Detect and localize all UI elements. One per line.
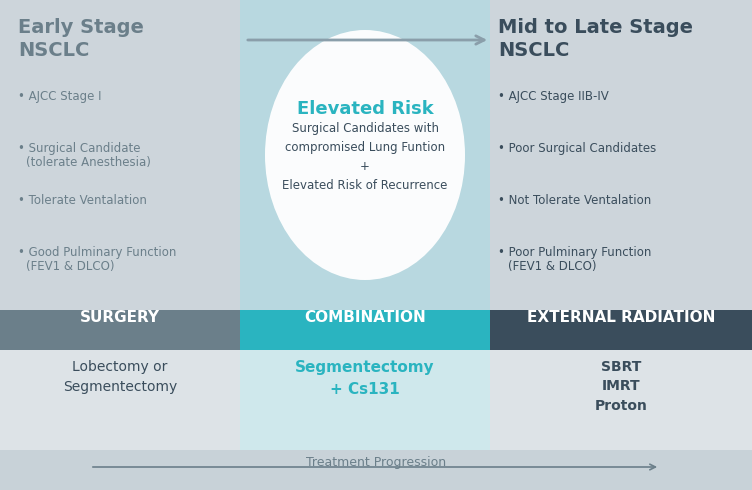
FancyBboxPatch shape bbox=[0, 310, 240, 350]
Text: • Good Pulminary Function: • Good Pulminary Function bbox=[18, 246, 177, 259]
FancyBboxPatch shape bbox=[0, 450, 752, 490]
Text: • AJCC Stage IIB-IV: • AJCC Stage IIB-IV bbox=[498, 90, 609, 103]
Text: SURGERY: SURGERY bbox=[80, 310, 160, 325]
Text: • Poor Pulminary Function: • Poor Pulminary Function bbox=[498, 246, 651, 259]
Text: Surgical Candidates with
compromised Lung Funtion
+
Elevated Risk of Recurrence: Surgical Candidates with compromised Lun… bbox=[282, 122, 447, 192]
Text: • Poor Surgical Candidates: • Poor Surgical Candidates bbox=[498, 142, 656, 155]
FancyBboxPatch shape bbox=[490, 350, 752, 450]
FancyBboxPatch shape bbox=[0, 350, 240, 450]
Text: Segmentectomy
+ Cs131: Segmentectomy + Cs131 bbox=[296, 360, 435, 397]
Ellipse shape bbox=[265, 30, 465, 280]
FancyBboxPatch shape bbox=[240, 0, 490, 310]
Text: • Surgical Candidate: • Surgical Candidate bbox=[18, 142, 141, 155]
Text: (FEV1 & DLCO): (FEV1 & DLCO) bbox=[26, 260, 114, 273]
FancyBboxPatch shape bbox=[240, 350, 490, 450]
Text: • Tolerate Ventalation: • Tolerate Ventalation bbox=[18, 194, 147, 207]
Text: SBRT
IMRT
Proton: SBRT IMRT Proton bbox=[595, 360, 647, 413]
FancyBboxPatch shape bbox=[240, 310, 490, 350]
Text: EXTERNAL RADIATION: EXTERNAL RADIATION bbox=[527, 310, 715, 325]
FancyBboxPatch shape bbox=[490, 310, 752, 350]
Text: Elevated Risk: Elevated Risk bbox=[296, 100, 433, 118]
Text: COMBINATION: COMBINATION bbox=[304, 310, 426, 325]
Text: Mid to Late Stage
NSCLC: Mid to Late Stage NSCLC bbox=[498, 18, 693, 60]
FancyBboxPatch shape bbox=[490, 0, 752, 310]
Text: Lobectomy or
Segmentectomy: Lobectomy or Segmentectomy bbox=[63, 360, 177, 393]
Text: • AJCC Stage I: • AJCC Stage I bbox=[18, 90, 102, 103]
Text: Early Stage
NSCLC: Early Stage NSCLC bbox=[18, 18, 144, 60]
Text: • Not Tolerate Ventalation: • Not Tolerate Ventalation bbox=[498, 194, 651, 207]
Text: (FEV1 & DLCO): (FEV1 & DLCO) bbox=[508, 260, 596, 273]
Text: Treatment Progression: Treatment Progression bbox=[306, 456, 446, 469]
FancyBboxPatch shape bbox=[0, 0, 240, 310]
Text: (tolerate Anesthesia): (tolerate Anesthesia) bbox=[26, 156, 151, 169]
